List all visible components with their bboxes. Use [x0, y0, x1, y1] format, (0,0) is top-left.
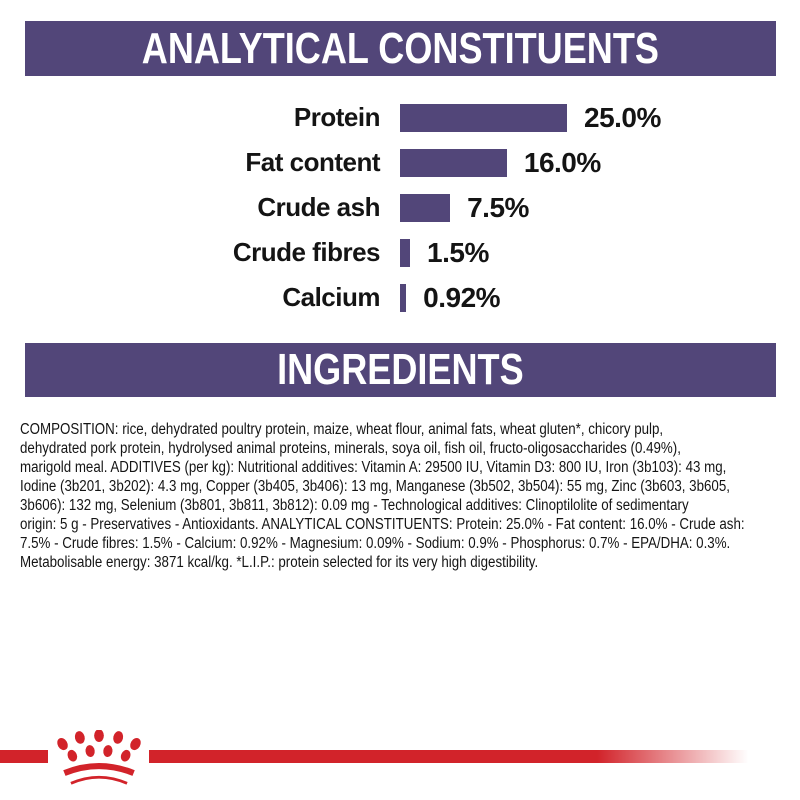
chart-row-calcium: Calcium 0.92% — [0, 275, 800, 320]
royal-canin-crown-icon — [57, 730, 141, 785]
chart-value-label: 16.0% — [523, 146, 601, 178]
analytical-constituents-chart: Protein 25.0% Fat content 16.0% Crude as… — [0, 95, 800, 320]
ingredients-text: COMPOSITION: rice, dehydrated poultry pr… — [20, 420, 768, 572]
chart-value-label: 1.5% — [427, 236, 489, 268]
chart-value-label: 7.5% — [467, 191, 529, 223]
ingredients-text-line: dehydrated pork protein, hydrolysed anim… — [20, 440, 681, 457]
chart-category-label: Fat content — [245, 147, 380, 177]
ingredients-text-line: COMPOSITION: rice, dehydrated poultry pr… — [20, 421, 664, 438]
red-ribbon — [0, 750, 756, 763]
chart-category-label: Calcium — [282, 282, 380, 312]
chart-category-label: Protein — [293, 102, 381, 132]
ingredients-text-line: Metabolisable energy: 3871 kcal/kg. *L.I… — [20, 554, 539, 571]
chart-bar — [400, 193, 451, 222]
ingredients-text-line: 7.5% - Crude fibres: 1.5% - Calcium: 0.9… — [20, 535, 731, 552]
chart-row-protein: Protein 25.0% — [0, 95, 800, 140]
analytical-constituents-header: ANALYTICAL CONSTITUENTS — [25, 21, 776, 76]
ingredients-title: INGREDIENTS — [277, 345, 524, 394]
ingredients-header: INGREDIENTS — [25, 343, 776, 397]
chart-bar — [400, 103, 567, 132]
chart-row-crude-fibres: Crude fibres 1.5% — [0, 230, 800, 275]
chart-bar — [400, 148, 507, 177]
chart-value-label: 25.0% — [584, 101, 661, 133]
ingredients-text-line: Iodine (3b201, 3b202): 4.3 mg, Copper (3… — [20, 478, 730, 495]
ingredients-text-line: 3b606): 132 mg, Selenium (3b801, 3b811, … — [20, 497, 689, 514]
chart-row-crude-ash: Crude ash 7.5% — [0, 185, 800, 230]
chart-category-label: Crude ash — [257, 192, 380, 222]
ingredients-text-line: marigold meal. ADDITIVES (per kg): Nutri… — [20, 459, 727, 476]
chart-value-label: 0.92% — [423, 281, 501, 313]
chart-category-label: Crude fibres — [232, 237, 381, 267]
chart-bar — [400, 283, 407, 312]
ingredients-text-line: origin: 5 g - Preservatives - Antioxidan… — [20, 516, 745, 533]
chart-bar — [400, 238, 411, 267]
analytical-constituents-title: ANALYTICAL CONSTITUENTS — [141, 23, 660, 73]
chart-row-fat-content: Fat content 16.0% — [0, 140, 800, 185]
